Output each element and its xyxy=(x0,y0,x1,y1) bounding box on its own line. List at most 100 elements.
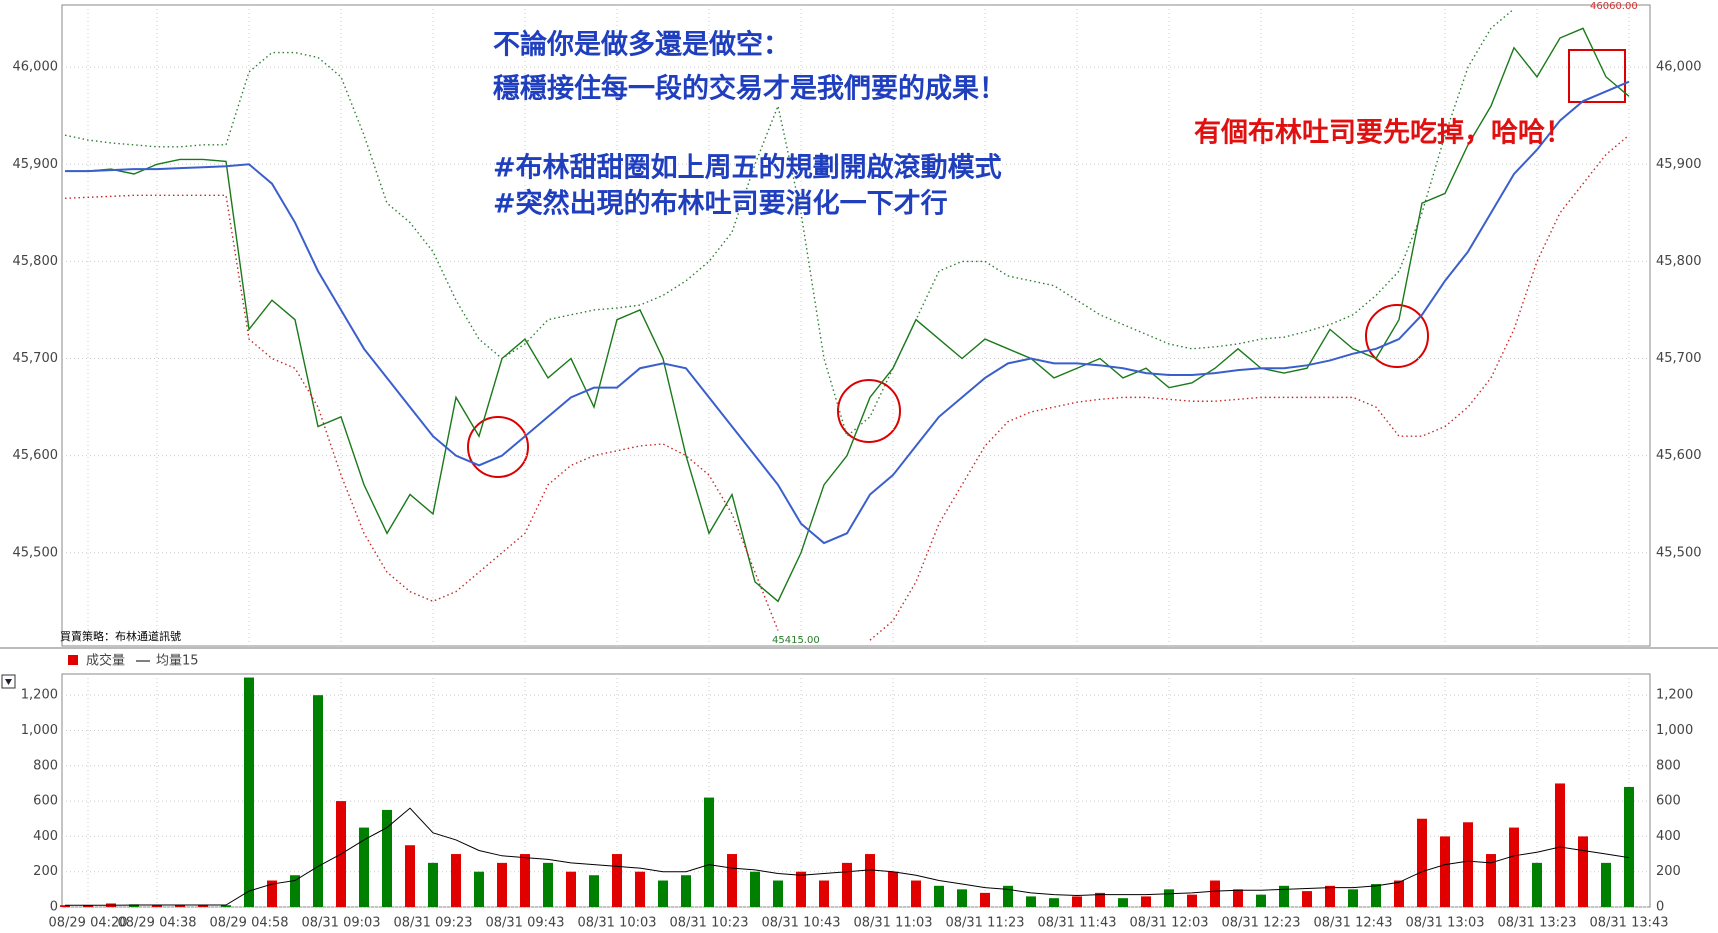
volume-bar xyxy=(635,871,645,907)
y-tick-label: 45,700 xyxy=(1656,351,1702,366)
y-tick-label: 45,600 xyxy=(13,448,59,463)
volume-bar xyxy=(1118,898,1128,907)
volume-frame xyxy=(61,673,1651,908)
x-tick-label: 08/31 11:23 xyxy=(945,916,1024,931)
x-tick-label: 08/31 12:43 xyxy=(1313,916,1392,931)
volume-bar xyxy=(1210,880,1220,907)
volume-bar xyxy=(1026,896,1036,907)
line xyxy=(65,807,1630,906)
x-tick-label: 08/31 10:03 xyxy=(577,916,656,931)
volume-bar xyxy=(1440,836,1450,907)
volume-bar xyxy=(612,854,622,907)
x-tick-label: 08/31 13:43 xyxy=(1589,916,1668,931)
y-tick-label: 45,600 xyxy=(1656,448,1702,463)
volume-bar xyxy=(1164,889,1174,907)
volume-bar xyxy=(796,871,806,907)
y-tick-label: 600 xyxy=(1656,794,1681,809)
volume-bar xyxy=(359,827,369,907)
x-tick-label: 08/31 09:23 xyxy=(393,916,472,931)
y-tick-label: 800 xyxy=(1656,758,1681,773)
y-tick-label: 1,200 xyxy=(21,688,58,703)
x-tick-label: 08/31 12:03 xyxy=(1129,916,1208,931)
volume-bar xyxy=(1233,889,1243,907)
volume-bar xyxy=(1302,891,1312,907)
y-tick-label: 45,500 xyxy=(13,545,59,560)
y-tick-label: 0 xyxy=(1656,900,1664,915)
y-tick-label: 800 xyxy=(33,758,58,773)
volume-bar xyxy=(1072,896,1082,907)
line xyxy=(64,194,779,631)
highlight-circle xyxy=(837,379,901,443)
volume-bar xyxy=(888,871,898,907)
volume-bar xyxy=(1187,894,1197,907)
x-tick-label: 08/29 04:20 xyxy=(48,916,127,931)
volume-bar xyxy=(1486,854,1496,907)
volume-bar xyxy=(428,862,438,907)
highlight-circle xyxy=(467,416,529,478)
volume-bar xyxy=(83,905,93,907)
volume-bar xyxy=(60,905,70,907)
y-tick-label: 0 xyxy=(50,900,58,915)
annotation: 有個布林吐司要先吃掉，哈哈！ xyxy=(1194,118,1572,149)
x-tick-label: 08/31 10:23 xyxy=(669,916,748,931)
y-tick-label: 46,000 xyxy=(13,60,59,75)
volume-bar xyxy=(865,854,875,907)
volume-bar xyxy=(704,797,714,907)
y-tick-label: 45,800 xyxy=(1656,254,1702,269)
line xyxy=(869,134,1630,641)
x-tick-label: 08/31 11:03 xyxy=(853,916,932,931)
volume-bar xyxy=(773,880,783,907)
volume-bar xyxy=(313,695,323,907)
y-tick-label: 1,200 xyxy=(1656,688,1693,703)
volume-bar xyxy=(1394,880,1404,907)
y-tick-label: 200 xyxy=(1656,864,1681,879)
volume-bar xyxy=(566,871,576,907)
volume-bar xyxy=(244,677,254,907)
x-tick-label: 08/31 09:43 xyxy=(485,916,564,931)
volume-bar xyxy=(221,905,231,907)
volume-bar xyxy=(727,854,737,907)
volume-bar xyxy=(1555,783,1565,907)
line xyxy=(65,27,1630,603)
volume-bar xyxy=(474,871,484,907)
volume-bar xyxy=(681,875,691,907)
volume-bar xyxy=(1049,898,1059,907)
annotation: 穩穩接住每一段的交易才是我們要的成果！ xyxy=(493,73,1006,105)
y-tick-label: 45,500 xyxy=(1656,545,1702,560)
volume-bar xyxy=(1325,885,1335,907)
y-tick-label: 600 xyxy=(33,794,58,809)
volume-bar xyxy=(1509,827,1519,907)
volume-bar xyxy=(911,880,921,907)
volume-bar xyxy=(497,862,507,907)
volume-bar xyxy=(267,880,277,907)
legend-label: 均量15 xyxy=(156,654,199,669)
volume-bar xyxy=(451,854,461,907)
volume-bar xyxy=(382,809,392,907)
annotation: #突然出現的布林吐司要消化一下才行 xyxy=(493,188,948,220)
x-tick-label: 08/31 12:23 xyxy=(1221,916,1300,931)
volume-bar xyxy=(934,885,944,907)
volume-bar xyxy=(980,892,990,907)
y-tick-label: 400 xyxy=(1656,829,1681,844)
volume-bar xyxy=(1463,822,1473,907)
volume-bar xyxy=(175,905,185,907)
x-tick-label: 08/29 04:58 xyxy=(209,916,288,931)
collapse-icon xyxy=(5,679,12,685)
volume-bar xyxy=(290,875,300,907)
volume-bar xyxy=(589,875,599,907)
volume-bar xyxy=(405,845,415,907)
volume-bar xyxy=(658,880,668,907)
volume-bar xyxy=(1417,818,1427,907)
annotation: #布林甜甜圈如上周五的規劃開啟滾動模式 xyxy=(493,152,1002,184)
volume-bar xyxy=(1141,896,1151,907)
volume-bar xyxy=(1279,885,1289,907)
volume-bar xyxy=(520,854,530,907)
y-tick-label: 46,000 xyxy=(1656,60,1702,75)
line xyxy=(65,80,1630,545)
volume-bar xyxy=(1348,889,1358,907)
highlight-circle xyxy=(1365,304,1429,368)
y-tick-label: 1,000 xyxy=(21,723,58,738)
volume-bar xyxy=(1532,862,1542,907)
highlight-box xyxy=(1568,49,1626,103)
volume-bar xyxy=(1095,892,1105,907)
